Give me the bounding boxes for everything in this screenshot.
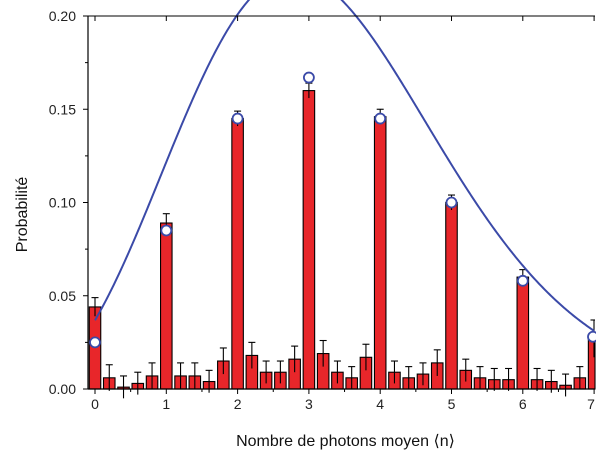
markers-layer [89,71,596,349]
bar [231,118,244,390]
y-tick: 0.00 [49,381,88,397]
marker-point [160,224,173,237]
error-bar [134,371,142,395]
x-tick: 0 [91,16,99,412]
y-axis-title: Probabilité [14,177,31,253]
error-bar [533,367,541,391]
error-bar [462,358,470,382]
x-tick-label: 0 [91,396,99,412]
error-bar [276,360,284,384]
error-bar [120,375,128,399]
error-bar [405,366,413,389]
fit-curve [94,0,595,332]
marker-point [587,330,596,343]
error-bar [390,360,398,384]
y-tick-label: 0.00 [49,381,76,397]
x-tick-label: 1 [162,396,170,412]
error-bar [476,366,484,389]
y-ticks-layer: 0.00 0.05 0.10 0.15 0.20 [49,8,88,397]
x-tick-label: 6 [519,396,527,412]
error-bar [576,366,584,389]
y-tick: 0.10 [49,195,88,211]
error-bar [177,362,185,389]
marker-point [516,274,529,287]
x-axis-title: Nombre de photons moyen ⟨n⟩ [236,433,455,450]
error-bar [148,362,156,389]
error-bar [291,345,299,373]
bar [445,201,458,390]
error-bar [319,339,327,367]
error-bar [333,360,341,384]
x-tick: 4 [376,16,384,412]
x-tick: 7 [587,16,595,412]
x-tick: 6 [519,16,527,412]
error-bar [348,366,356,389]
error-bar [219,347,227,375]
error-bar [248,341,256,369]
error-bar [562,373,570,397]
marker-point [302,71,315,84]
error-bar [362,343,370,371]
x-tick-label: 5 [448,396,456,412]
bar [160,222,173,390]
error-bar [105,364,113,391]
x-tick: 3 [305,16,313,412]
bar [516,276,530,390]
bar [302,90,316,390]
error-bar [91,297,99,317]
y-tick-label: 0.20 [49,8,76,24]
marker-point [374,112,387,125]
error-bar [490,367,498,391]
x-tick: 1 [162,16,170,412]
x-tick-label: 4 [376,396,384,412]
error-bar [433,349,441,376]
y-tick-label: 0.10 [49,195,76,211]
x-tick: 5 [448,16,456,412]
x-tick-label: 3 [305,396,313,412]
marker-point [445,196,458,209]
x-tick: 2 [234,16,242,412]
error-bar [419,362,427,386]
y-tick-label: 0.15 [49,101,76,117]
bars-layer [88,90,596,390]
x-tick-label: 7 [587,396,595,412]
marker-point [89,336,101,349]
y-tick: 0.20 [49,8,88,24]
x-ticks-layer: 0 1 2 3 4 5 6 7 [91,16,595,412]
x-tick-label: 2 [234,396,242,412]
y-tick: 0.15 [49,101,88,117]
bar [373,116,387,390]
y-tick: 0.05 [49,288,88,304]
y-tick-label: 0.05 [49,288,76,304]
error-bar [505,367,513,391]
marker-point [231,112,244,125]
error-bar [191,362,199,389]
error-bar [262,360,270,384]
